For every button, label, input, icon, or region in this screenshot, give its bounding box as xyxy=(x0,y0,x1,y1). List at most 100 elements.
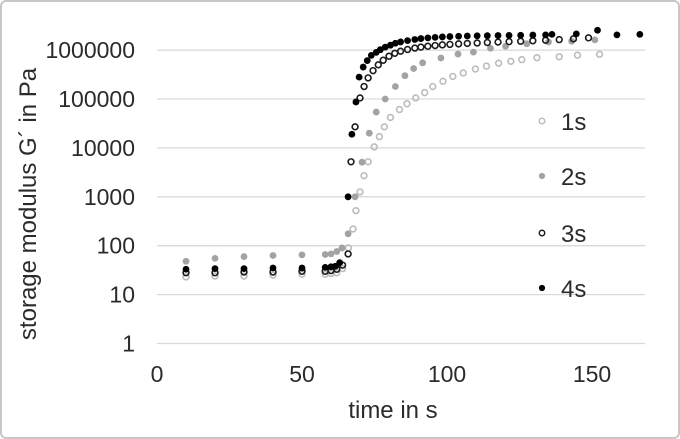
data-point xyxy=(431,41,439,50)
legend-entry-2s: 2s xyxy=(538,164,586,191)
data-point xyxy=(298,251,306,259)
data-point xyxy=(386,113,395,122)
data-point xyxy=(347,158,355,166)
data-point xyxy=(419,59,427,67)
x-axis-tick-label: 0 xyxy=(151,361,164,387)
gridlines xyxy=(157,49,645,345)
legend-label: 1s xyxy=(561,109,586,136)
data-point xyxy=(381,95,389,103)
data-point xyxy=(431,33,439,41)
legend-entry-3s: 3s xyxy=(538,221,586,248)
legend: 1s 2s 3s 4s xyxy=(538,109,586,303)
data-point xyxy=(454,50,462,58)
data-point xyxy=(182,273,190,281)
data-point xyxy=(483,32,491,40)
data-point xyxy=(482,62,491,70)
data-point xyxy=(395,105,404,114)
data-point xyxy=(429,82,437,91)
data-point xyxy=(240,265,248,273)
data-point xyxy=(403,45,412,54)
data-point xyxy=(595,50,604,59)
legend-marker-filled-circle xyxy=(538,284,546,292)
data-point xyxy=(344,230,352,238)
data-point xyxy=(636,30,644,38)
data-point xyxy=(449,72,457,81)
data-point xyxy=(473,39,481,47)
data-point xyxy=(360,82,368,91)
x-axis-tick-label: 150 xyxy=(573,361,611,387)
data-point xyxy=(584,34,593,42)
data-point xyxy=(494,38,502,46)
data-point xyxy=(446,33,454,40)
data-point xyxy=(333,248,341,255)
data-points xyxy=(182,26,644,281)
data-point xyxy=(380,123,389,131)
data-point xyxy=(374,61,382,69)
data-point xyxy=(438,33,446,41)
data-point xyxy=(463,39,471,48)
data-point xyxy=(370,143,378,151)
data-point xyxy=(321,251,329,258)
data-point xyxy=(397,38,404,46)
data-point xyxy=(516,37,525,45)
data-point xyxy=(420,88,429,97)
data-point xyxy=(494,59,503,67)
x-axis-tick-labels: 0 50 100 150 xyxy=(151,361,612,387)
data-point xyxy=(182,257,190,265)
x-axis-tick-label: 100 xyxy=(428,361,466,387)
data-point xyxy=(473,32,481,40)
data-point xyxy=(569,35,578,43)
data-point xyxy=(369,66,377,75)
y-axis-title: storage modulus G´ in Pa xyxy=(15,67,42,340)
data-point xyxy=(351,193,359,201)
data-point xyxy=(211,254,219,262)
data-point xyxy=(240,253,248,260)
data-point xyxy=(487,44,494,52)
data-point xyxy=(411,36,419,43)
data-point xyxy=(391,39,399,47)
data-point xyxy=(523,40,531,48)
data-point xyxy=(529,37,537,45)
data-point xyxy=(356,94,364,102)
data-point xyxy=(364,158,372,166)
y-axis-tick-label: 10000 xyxy=(71,135,135,161)
data-point xyxy=(391,83,399,90)
data-point xyxy=(360,172,368,180)
data-point xyxy=(379,56,387,64)
data-point xyxy=(336,259,344,267)
series-1s xyxy=(182,50,604,281)
data-point xyxy=(417,35,425,42)
data-point xyxy=(352,206,360,215)
legend-label: 2s xyxy=(561,164,586,191)
data-point xyxy=(352,98,360,106)
x-axis-tick-label: 50 xyxy=(289,361,315,387)
data-point xyxy=(349,225,357,233)
data-point xyxy=(403,100,411,108)
data-point xyxy=(446,40,454,49)
data-point xyxy=(555,35,563,44)
data-point xyxy=(518,55,526,64)
data-point xyxy=(542,31,549,39)
data-point xyxy=(454,40,463,48)
data-point xyxy=(507,57,515,66)
y-axis-tick-label: 10 xyxy=(109,282,135,308)
legend-marker-open-circle xyxy=(538,229,546,237)
data-point xyxy=(410,65,418,72)
data-point xyxy=(211,272,219,280)
data-point xyxy=(396,47,405,55)
data-point xyxy=(483,38,492,47)
y-axis-tick-label: 1000000 xyxy=(45,37,135,63)
data-point xyxy=(359,63,367,71)
data-point xyxy=(365,129,373,137)
data-point xyxy=(411,94,420,102)
data-point xyxy=(594,26,601,34)
legend-entry-4s: 4s xyxy=(538,276,586,303)
data-point xyxy=(391,49,399,58)
data-point xyxy=(469,48,477,56)
data-point xyxy=(459,69,467,77)
y-axis-tick-label: 100000 xyxy=(58,86,135,112)
data-point xyxy=(356,188,364,196)
data-point xyxy=(269,271,277,279)
